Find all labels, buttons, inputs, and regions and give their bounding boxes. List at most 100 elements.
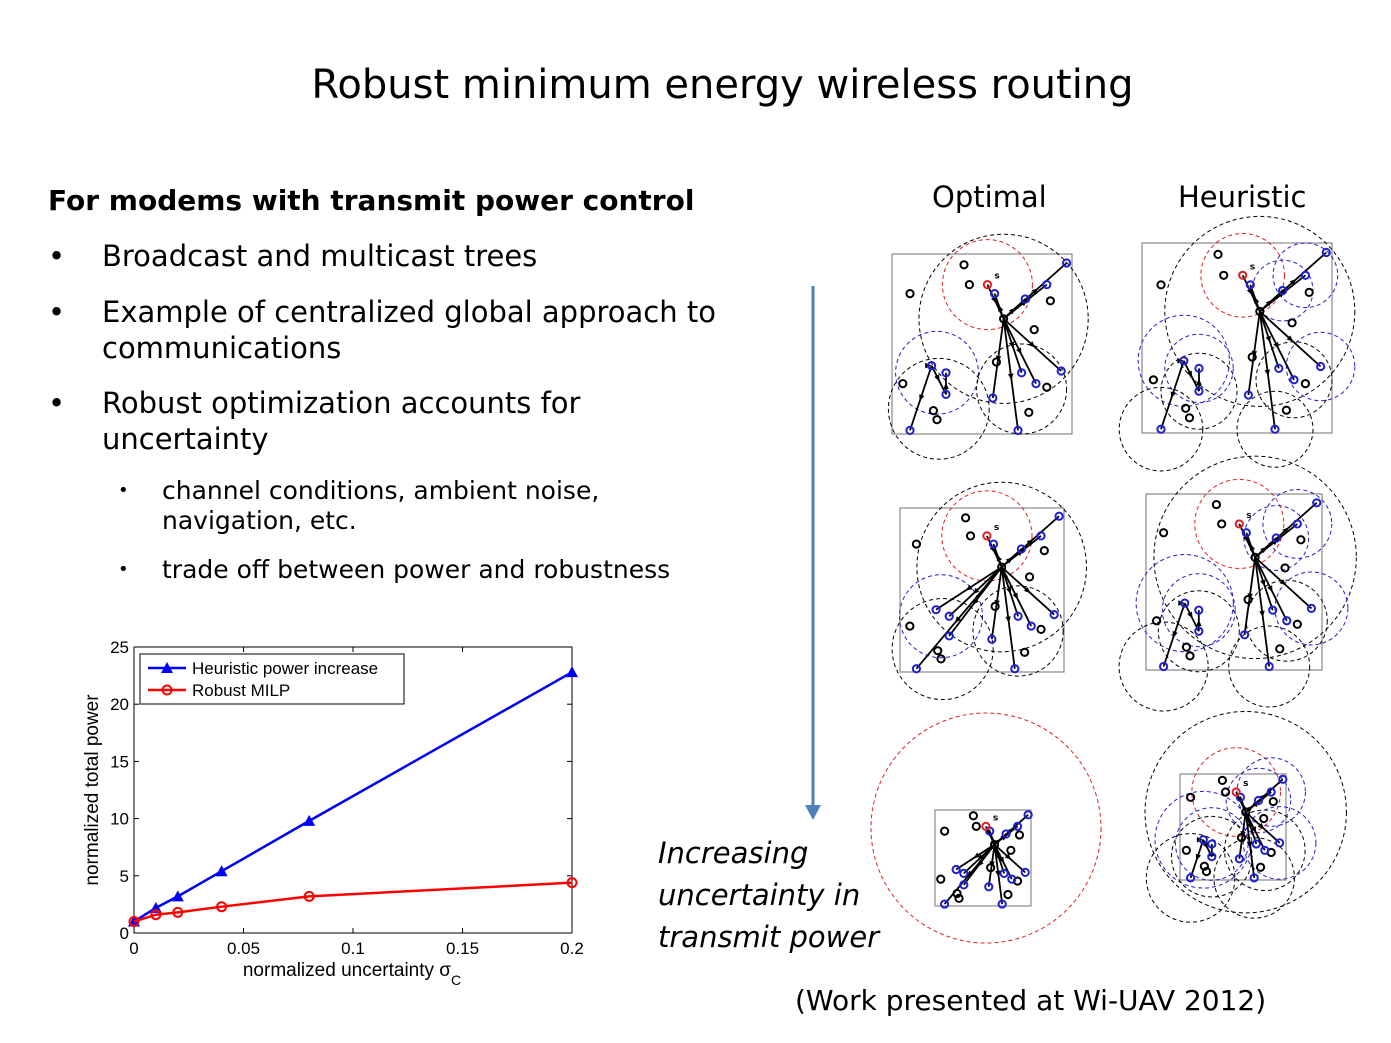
bullet-text: uncertainty <box>102 422 269 456</box>
node <box>1268 605 1278 615</box>
node <box>1234 519 1244 529</box>
field-box <box>899 507 1065 673</box>
edge-arrow <box>1289 279 1297 286</box>
node <box>1260 845 1270 855</box>
node <box>1255 862 1266 872</box>
node <box>1156 280 1166 290</box>
source-label: s <box>1250 262 1255 272</box>
node <box>1186 792 1196 802</box>
node <box>1213 249 1223 259</box>
node <box>1194 386 1204 396</box>
node <box>1014 830 1025 840</box>
series-line-1 <box>133 881 573 923</box>
node <box>1049 610 1059 620</box>
y-tick-label: 5 <box>120 867 129 886</box>
node <box>991 357 1002 367</box>
node <box>997 899 1007 909</box>
node <box>1281 405 1292 415</box>
node <box>1012 821 1023 831</box>
node <box>1036 624 1046 634</box>
edge-arrow <box>1279 579 1287 586</box>
x-tick-label: 0.15 <box>446 939 479 958</box>
edge-arrow <box>1005 616 1011 623</box>
node <box>1029 325 1039 335</box>
edge <box>915 566 1003 670</box>
node <box>1243 390 1254 400</box>
node <box>1180 598 1190 608</box>
node <box>1316 361 1326 372</box>
bullet-text: Example of centralized global approach t… <box>102 295 716 329</box>
node <box>940 826 950 836</box>
y-tick-label: 15 <box>110 752 129 771</box>
node <box>931 605 941 615</box>
legend-marker <box>161 662 173 673</box>
node <box>1016 544 1026 554</box>
bullet-text: Broadcast and multicast trees <box>102 239 538 273</box>
node <box>990 289 1000 299</box>
range-circle <box>1157 590 1240 673</box>
node <box>1020 294 1030 304</box>
edge-arrow <box>954 616 962 623</box>
node <box>1207 852 1217 862</box>
node <box>1312 498 1322 508</box>
node <box>1219 270 1229 280</box>
node <box>1249 873 1259 883</box>
range-circle <box>899 574 983 659</box>
edge-arrow <box>1260 546 1267 554</box>
edge-arrow <box>1026 539 1034 546</box>
range-circle <box>1242 806 1317 880</box>
edge-arrow <box>1028 341 1036 348</box>
range-circle <box>1160 352 1238 430</box>
series-point <box>150 909 162 921</box>
arrow-caption-line-3: transmit power <box>658 920 880 954</box>
node <box>1231 787 1241 797</box>
optimal-high: s <box>934 809 1033 909</box>
node <box>1255 306 1265 316</box>
node <box>987 634 997 644</box>
node <box>1287 318 1297 328</box>
edge-arrow <box>1257 822 1265 830</box>
edge-arrow <box>1259 610 1265 618</box>
node <box>1274 363 1284 373</box>
edge-arrow <box>1249 543 1256 551</box>
node <box>1045 296 1056 306</box>
node <box>1241 528 1251 538</box>
range-circle <box>1272 242 1339 309</box>
node <box>982 531 992 541</box>
node <box>988 539 999 549</box>
node <box>1007 874 1017 884</box>
source-label: s <box>994 272 999 282</box>
series-point <box>303 890 315 902</box>
node <box>1056 366 1066 376</box>
node <box>932 415 942 425</box>
node <box>1306 603 1317 614</box>
node <box>1179 356 1189 366</box>
node <box>1013 425 1023 435</box>
edge-arrow <box>1254 296 1260 304</box>
node <box>959 880 969 890</box>
node <box>1020 867 1030 878</box>
node <box>1148 375 1159 385</box>
node <box>1039 546 1049 556</box>
range-circle <box>1262 489 1333 559</box>
sub-bullet-text: channel conditions, ambient noise, <box>162 476 600 505</box>
bullet-text: communications <box>102 331 342 365</box>
node <box>1181 845 1191 855</box>
edge-arrow <box>1246 822 1253 830</box>
node <box>1300 379 1311 389</box>
range-circle <box>1161 573 1236 648</box>
node <box>1243 595 1253 605</box>
edge-arrow <box>934 374 940 382</box>
edge-arrow <box>1007 373 1014 381</box>
edge-arrow <box>919 394 925 402</box>
node <box>1259 813 1269 824</box>
node <box>1292 519 1302 529</box>
y-tick-label: 20 <box>110 695 129 714</box>
node <box>1026 621 1036 631</box>
range-circle <box>918 233 1089 404</box>
node <box>1271 533 1281 543</box>
edge-arrow <box>965 584 973 591</box>
node <box>1024 407 1034 417</box>
node <box>1251 839 1261 849</box>
